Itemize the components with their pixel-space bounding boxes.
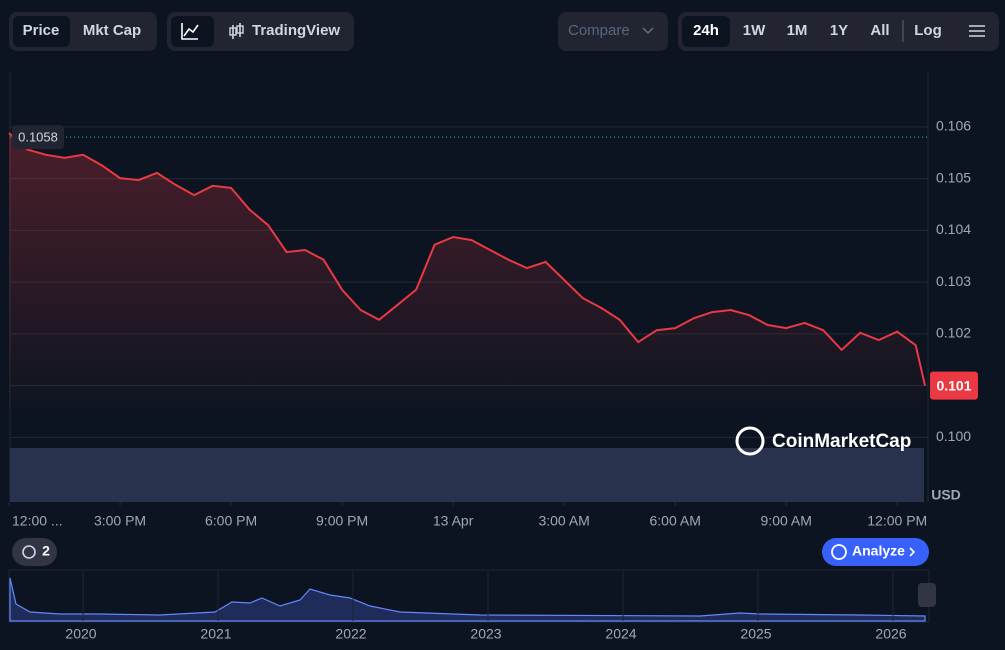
overview-year: 2024 — [605, 626, 636, 642]
y-tick-label: 0.104 — [936, 221, 971, 237]
price-line — [8, 132, 926, 386]
overview-year: 2026 — [875, 626, 906, 642]
range-button[interactable]: All — [870, 22, 889, 39]
overview-year: 2023 — [470, 626, 501, 642]
analyze-button[interactable] — [822, 538, 929, 566]
y-tick-label: 0.100 — [936, 428, 971, 444]
history-icon — [22, 545, 36, 559]
overview-handle[interactable] — [918, 583, 936, 607]
y-unit: USD — [931, 487, 961, 503]
x-tick-label: 6:00 AM — [649, 513, 700, 529]
overview-year: 2025 — [740, 626, 771, 642]
watermark: CoinMarketCap — [772, 431, 911, 452]
range-button[interactable]: 1Y — [830, 22, 848, 39]
candle-icon-box — [229, 27, 237, 36]
overview-year: 2020 — [65, 626, 96, 642]
chevron — [642, 27, 654, 35]
overview-line — [9, 577, 926, 622]
x-tick-label: 9:00 AM — [761, 513, 812, 529]
range-button[interactable]: 1W — [743, 22, 766, 39]
range-active — [682, 16, 730, 47]
start-price-tag — [12, 125, 64, 150]
x-tick-label: 3:00 PM — [94, 513, 146, 529]
range-group — [678, 12, 999, 51]
overview-year: 2022 — [335, 626, 366, 642]
compare-button[interactable] — [558, 12, 668, 51]
analyze-label[interactable]: Analyze — [852, 543, 905, 559]
overview-frame — [8, 569, 930, 623]
price-tab[interactable] — [13, 16, 70, 47]
log-button[interactable]: Log — [914, 22, 942, 39]
y-tick-label: 0.103 — [936, 273, 971, 289]
compare-label[interactable]: Compare — [568, 22, 630, 39]
line-icon — [181, 23, 199, 40]
history-count[interactable]: 2 — [42, 543, 50, 559]
tradingview-label[interactable]: TradingView — [252, 22, 340, 39]
cmc-logo — [735, 426, 765, 456]
candle-icon-box — [236, 25, 244, 34]
y-tick-label: 0.106 — [936, 118, 971, 134]
area-fill — [9, 133, 925, 418]
x-tick-label: 3:00 AM — [538, 513, 589, 529]
current-price-tag — [930, 371, 978, 400]
current-price-label: 0.101 — [936, 377, 971, 393]
x-tick-label: 13 Apr — [433, 513, 474, 529]
price-tab-label[interactable]: Price — [23, 22, 60, 39]
y-tick-label: 0.102 — [936, 325, 971, 341]
chevron — [909, 547, 916, 557]
x-tick-label: 9:00 PM — [316, 513, 368, 529]
range-button[interactable]: 24h — [693, 22, 719, 39]
settings-icon[interactable] — [969, 25, 985, 37]
range-button[interactable]: 1M — [787, 22, 808, 39]
volume-band — [10, 448, 924, 502]
start-price-label: 0.1058 — [18, 130, 58, 145]
overview-year: 2021 — [200, 626, 231, 642]
analyze-icon — [831, 544, 847, 560]
x-tick-label: 12:00 ... — [12, 513, 63, 529]
x-tick-label: 6:00 PM — [205, 513, 257, 529]
y-tick-label: 0.105 — [936, 169, 971, 185]
mktcap-tab-label[interactable]: Mkt Cap — [83, 22, 141, 39]
x-tick-label: 12:00 PM — [867, 513, 927, 529]
